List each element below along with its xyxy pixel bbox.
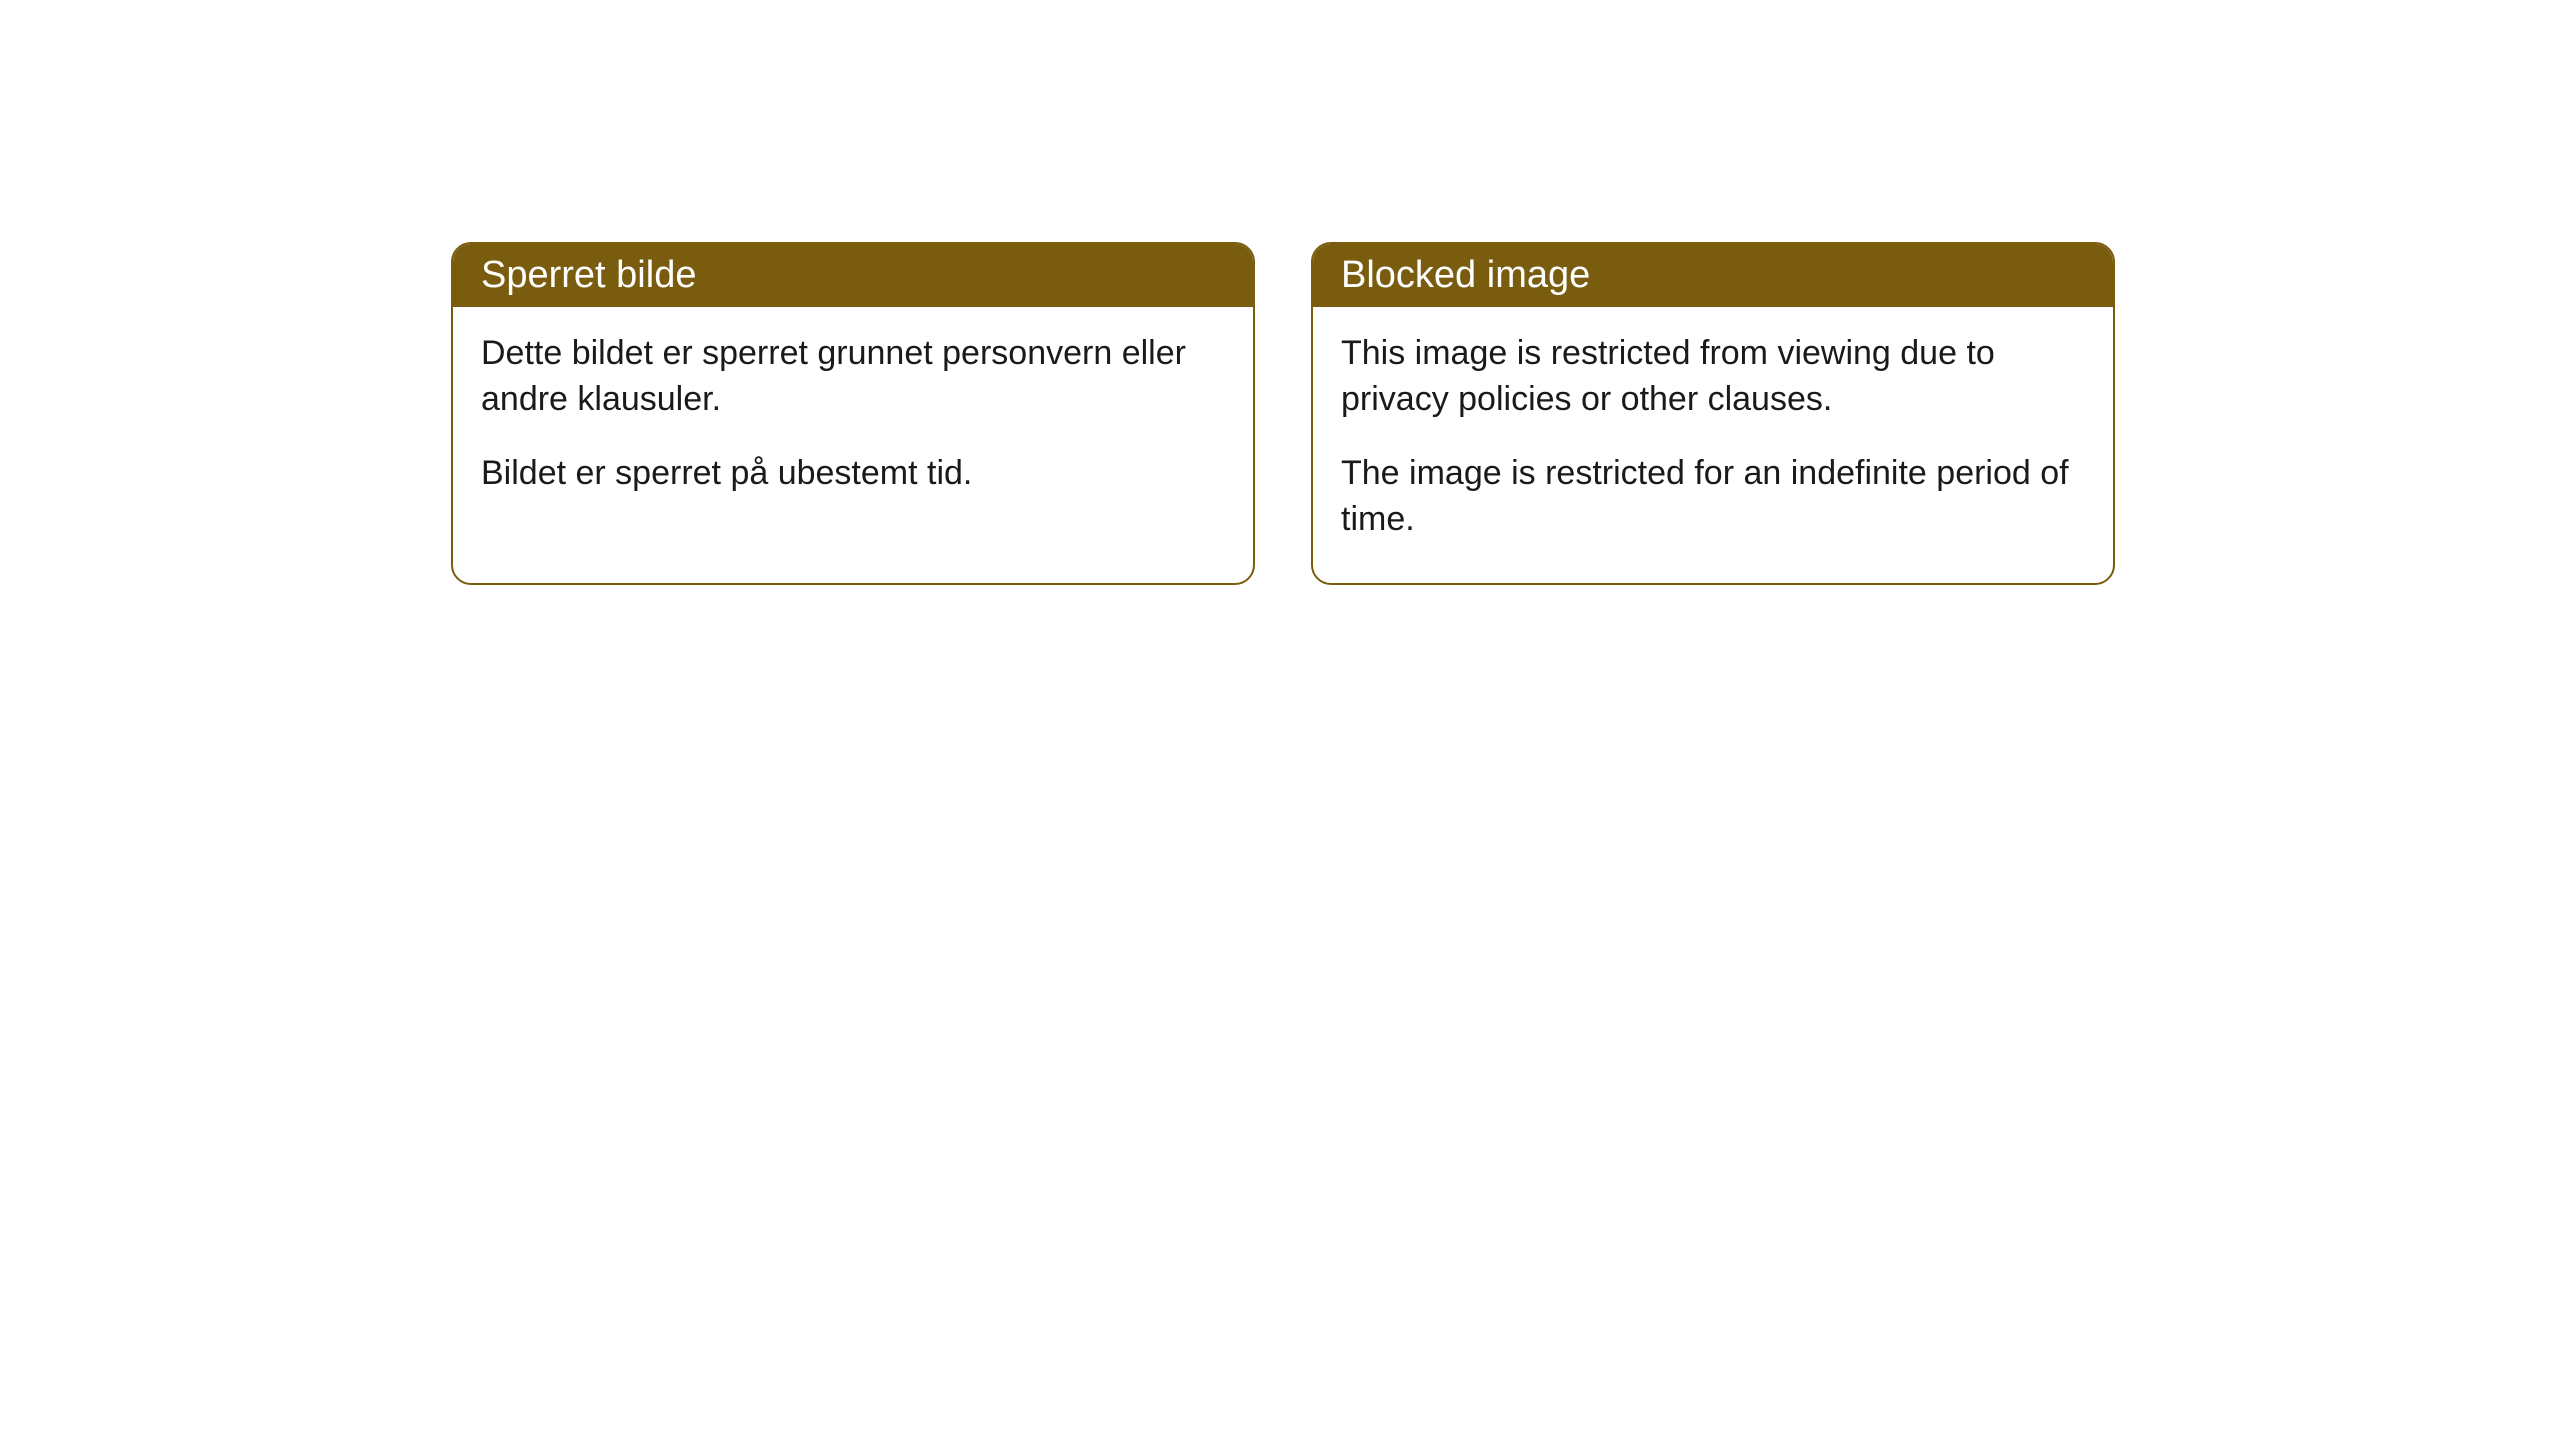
card-body: Dette bildet er sperret grunnet personve… bbox=[453, 307, 1253, 537]
card-title: Blocked image bbox=[1341, 254, 1590, 296]
card-header: Blocked image bbox=[1313, 244, 2113, 307]
card-paragraph: This image is restricted from viewing du… bbox=[1341, 331, 2085, 423]
card-paragraph: Bildet er sperret på ubestemt tid. bbox=[481, 451, 1225, 497]
notice-card-norwegian: Sperret bilde Dette bildet er sperret gr… bbox=[451, 242, 1255, 585]
card-paragraph: Dette bildet er sperret grunnet personve… bbox=[481, 331, 1225, 423]
notice-cards-container: Sperret bilde Dette bildet er sperret gr… bbox=[451, 242, 2115, 585]
card-body: This image is restricted from viewing du… bbox=[1313, 307, 2113, 583]
card-header: Sperret bilde bbox=[453, 244, 1253, 307]
card-title: Sperret bilde bbox=[481, 254, 696, 296]
card-paragraph: The image is restricted for an indefinit… bbox=[1341, 451, 2085, 543]
notice-card-english: Blocked image This image is restricted f… bbox=[1311, 242, 2115, 585]
